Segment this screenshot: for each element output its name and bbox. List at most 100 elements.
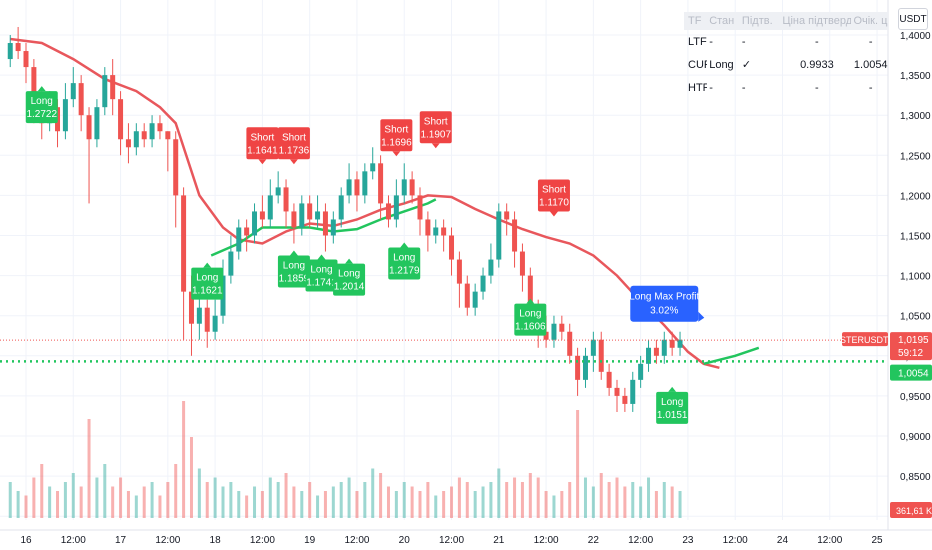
candle-body <box>559 323 565 332</box>
table-header-cell: Підтв. <box>741 15 773 27</box>
table-cell: - <box>741 81 746 94</box>
candle-body <box>259 211 265 220</box>
volume-bar <box>221 486 225 518</box>
candle-body <box>464 283 470 308</box>
volume-bar <box>119 477 123 518</box>
volume-bar <box>292 486 296 518</box>
volume-bar <box>308 482 312 518</box>
volume-bar <box>662 482 666 518</box>
time-tick-label: 24 <box>777 535 789 546</box>
candle-body <box>512 219 518 252</box>
signal-table: TF Стан Підтв. Ціна підтвердж. Очік. цін… <box>684 12 888 99</box>
volume-bar <box>142 486 146 518</box>
volume-bar <box>591 486 595 518</box>
last-price-text: 1,0195 <box>898 335 929 346</box>
volume-bar <box>678 491 682 518</box>
table-cell: Long <box>709 58 734 71</box>
volume-bar <box>79 486 83 518</box>
volume-bar <box>276 482 280 518</box>
table-cell: - <box>868 35 873 48</box>
volume-bar <box>339 482 343 518</box>
candle-body <box>275 187 281 196</box>
time-tick-label: 19 <box>304 535 316 546</box>
candle-body <box>141 131 147 140</box>
candle-body <box>181 195 187 292</box>
candle-body <box>456 259 462 284</box>
table-cell: - <box>815 81 819 94</box>
candle-body <box>669 339 675 348</box>
volume-bar <box>174 464 178 518</box>
volume-bar <box>371 468 375 518</box>
candle-body <box>118 99 124 140</box>
volume-tag <box>890 502 932 518</box>
candle-body <box>7 43 13 60</box>
candle-body <box>543 331 549 340</box>
profit-label <box>630 285 699 322</box>
candle-body <box>362 171 368 196</box>
signal-price-text: 1.1736 <box>279 145 310 156</box>
price-tick-label: 1,2500 <box>900 151 931 162</box>
candle-body <box>23 51 29 68</box>
candle-body <box>661 339 667 356</box>
time-tick-label: 12:00 <box>61 535 86 546</box>
time-tick-label: 20 <box>399 535 411 546</box>
signal-price-text: 1.1606 <box>515 322 546 333</box>
candle-body <box>441 227 447 236</box>
volume-bar <box>568 482 572 518</box>
candle-body <box>330 219 336 236</box>
volume-bar <box>253 486 257 518</box>
signal-pointer <box>549 211 558 217</box>
volume-bar <box>473 491 477 518</box>
signal-price-text: 1.1859 <box>279 274 310 285</box>
time-tick-label: 22 <box>588 535 600 546</box>
signal-side-text: Long <box>519 309 541 320</box>
volume-bar <box>158 495 162 518</box>
volume-bar <box>481 486 485 518</box>
volume-bar <box>497 468 501 518</box>
candle-body <box>653 347 659 356</box>
candle-body <box>188 291 194 324</box>
long-signal-label <box>388 247 421 280</box>
volume-bar <box>182 401 186 518</box>
candle-body <box>425 219 431 236</box>
price-tick-label: 0,8500 <box>900 472 931 483</box>
volume-bar <box>355 491 359 518</box>
candle-body <box>149 123 155 140</box>
table-cell: CUR <box>688 58 707 71</box>
candle-body <box>614 387 620 396</box>
candle-body <box>315 211 321 220</box>
volume-bar <box>402 482 406 518</box>
volume-bar <box>607 482 611 518</box>
profit-title-text: Long Max Profit <box>629 292 699 303</box>
candle-body <box>401 179 407 196</box>
volume-bar <box>513 477 517 518</box>
candle-body <box>299 203 305 228</box>
volume-bar <box>40 464 44 518</box>
currency-button[interactable]: USDT <box>898 8 928 30</box>
candle-body <box>622 395 628 404</box>
volume-bar <box>347 477 351 518</box>
candle-body <box>630 379 636 404</box>
time-tick-label: 12:00 <box>439 535 464 546</box>
volume-bar <box>647 477 651 518</box>
time-tick-label: 18 <box>210 535 222 546</box>
candle-body <box>236 227 242 252</box>
signal-side-text: Long <box>310 265 332 276</box>
target-price-text: 1,0054 <box>898 369 929 380</box>
signal-price-text: 1.1621 <box>192 286 223 297</box>
table-row: LTF - - - - <box>684 30 888 53</box>
candle-body <box>133 131 139 148</box>
price-tick-label: 1,0500 <box>900 312 931 323</box>
signal-pointer <box>317 254 326 260</box>
signal-price-text: 1.0151 <box>657 410 688 421</box>
volume-bar <box>583 477 587 518</box>
volume-bar <box>229 482 233 518</box>
signal-pointer <box>289 250 298 256</box>
volume-bar <box>426 482 430 518</box>
time-tick-label: 23 <box>682 535 694 546</box>
volume-bar <box>331 486 335 518</box>
volume-bar <box>442 491 446 518</box>
volume-bar <box>394 491 398 518</box>
candle-body <box>204 307 210 332</box>
